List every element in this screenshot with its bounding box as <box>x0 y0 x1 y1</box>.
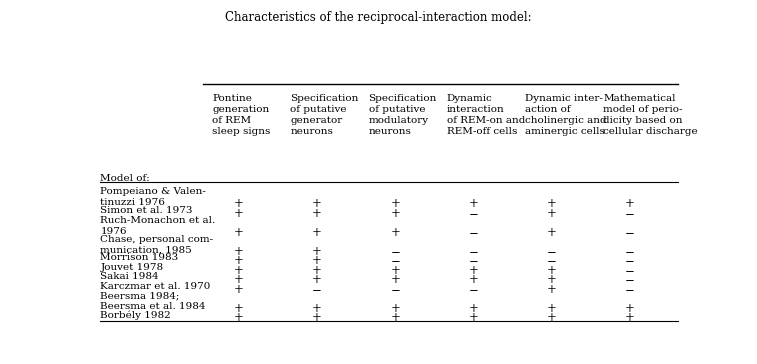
Text: Chase, personal com-
munication, 1985: Chase, personal com- munication, 1985 <box>101 234 213 255</box>
Text: −: − <box>469 282 478 296</box>
Text: +: + <box>312 207 322 220</box>
Text: +: + <box>312 197 322 210</box>
Text: +: + <box>234 273 244 286</box>
Text: +: + <box>234 245 244 258</box>
Text: Beersma 1984;
Beersma et al. 1984: Beersma 1984; Beersma et al. 1984 <box>101 291 206 312</box>
Text: −: − <box>625 207 635 220</box>
Text: Dynamic
interaction
of REM-on and
REM-off cells: Dynamic interaction of REM-on and REM-of… <box>447 94 525 136</box>
Text: −: − <box>625 264 635 277</box>
Text: +: + <box>391 311 400 324</box>
Text: +: + <box>312 226 322 239</box>
Text: Morrison 1983: Morrison 1983 <box>101 253 179 262</box>
Text: +: + <box>547 273 556 286</box>
Text: Mathematical
model of perio-
dicity based on
cellular discharge: Mathematical model of perio- dicity base… <box>603 94 698 136</box>
Text: +: + <box>391 273 400 286</box>
Text: −: − <box>469 245 478 258</box>
Text: +: + <box>469 264 478 277</box>
Text: −: − <box>625 245 635 258</box>
Text: +: + <box>391 264 400 277</box>
Text: Dynamic inter-
action of
cholinergic and
aminergic cells: Dynamic inter- action of cholinergic and… <box>525 94 606 136</box>
Text: +: + <box>391 302 400 314</box>
Text: −: − <box>625 282 635 296</box>
Text: +: + <box>469 311 478 324</box>
Text: +: + <box>469 273 478 286</box>
Text: +: + <box>312 311 322 324</box>
Text: Pontine
generation
of REM
sleep signs: Pontine generation of REM sleep signs <box>212 94 270 136</box>
Text: +: + <box>312 302 322 314</box>
Text: +: + <box>469 302 478 314</box>
Text: Jouvet 1978: Jouvet 1978 <box>101 263 164 272</box>
Text: −: − <box>391 254 400 267</box>
Text: Characteristics of the reciprocal-interaction model:: Characteristics of the reciprocal-intera… <box>225 11 532 24</box>
Text: −: − <box>625 254 635 267</box>
Text: −: − <box>469 254 478 267</box>
Text: Sakai 1984: Sakai 1984 <box>101 272 159 281</box>
Text: Karczmar et al. 1970: Karczmar et al. 1970 <box>101 282 211 291</box>
Text: +: + <box>625 197 635 210</box>
Text: +: + <box>547 197 556 210</box>
Text: Pompeiano & Valen-
tinuzzi 1976: Pompeiano & Valen- tinuzzi 1976 <box>101 187 207 207</box>
Text: Specification
of putative
generator
neurons: Specification of putative generator neur… <box>291 94 359 136</box>
Text: +: + <box>469 197 478 210</box>
Text: +: + <box>234 207 244 220</box>
Text: Ruch-Monachon et al.
1976: Ruch-Monachon et al. 1976 <box>101 215 216 236</box>
Text: −: − <box>391 282 400 296</box>
Text: −: − <box>547 254 556 267</box>
Text: +: + <box>391 207 400 220</box>
Text: Borbély 1982: Borbély 1982 <box>101 310 171 320</box>
Text: −: − <box>312 282 322 296</box>
Text: +: + <box>312 245 322 258</box>
Text: +: + <box>391 226 400 239</box>
Text: Simon et al. 1973: Simon et al. 1973 <box>101 206 193 215</box>
Text: −: − <box>391 245 400 258</box>
Text: +: + <box>547 264 556 277</box>
Text: +: + <box>547 207 556 220</box>
Text: −: − <box>547 245 556 258</box>
Text: Model of:: Model of: <box>101 174 150 183</box>
Text: −: − <box>469 226 478 239</box>
Text: +: + <box>234 302 244 314</box>
Text: +: + <box>312 254 322 267</box>
Text: +: + <box>625 302 635 314</box>
Text: +: + <box>234 282 244 296</box>
Text: +: + <box>312 273 322 286</box>
Text: +: + <box>625 311 635 324</box>
Text: Specification
of putative
modulatory
neurons: Specification of putative modulatory neu… <box>369 94 437 136</box>
Text: +: + <box>312 264 322 277</box>
Text: −: − <box>625 226 635 239</box>
Text: +: + <box>234 264 244 277</box>
Text: +: + <box>391 197 400 210</box>
Text: +: + <box>547 302 556 314</box>
Text: −: − <box>469 207 478 220</box>
Text: +: + <box>547 226 556 239</box>
Text: +: + <box>547 311 556 324</box>
Text: −: − <box>625 273 635 286</box>
Text: +: + <box>234 197 244 210</box>
Text: +: + <box>234 254 244 267</box>
Text: +: + <box>547 282 556 296</box>
Text: +: + <box>234 311 244 324</box>
Text: +: + <box>234 226 244 239</box>
